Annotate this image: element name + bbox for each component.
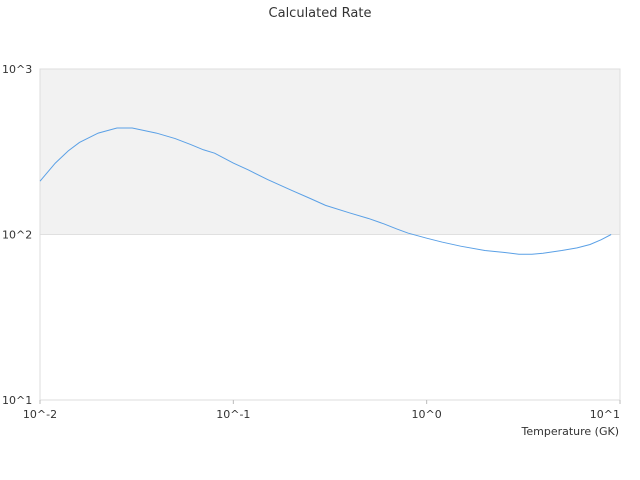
chart-title: Calculated Rate	[269, 6, 372, 21]
series-line	[39, 127, 612, 255]
plot-area	[39, 68, 621, 401]
y-tick-label: 10^2	[2, 229, 32, 242]
x-tick-label: 10^1	[590, 408, 620, 421]
x-tick-label: 10^-1	[216, 408, 250, 421]
ticks-layer: 10^1 10^2 10^3 10^-2 10^-1 10^0 10^1	[2, 63, 621, 421]
shaded-band	[40, 69, 620, 235]
x-axis-label: Temperature (GK)	[521, 425, 620, 438]
y-tick-label: 10^3	[2, 63, 32, 76]
x-tick-label: 10^0	[412, 408, 442, 421]
x-tick-label: 10^-2	[23, 408, 57, 421]
y-tick-label: 10^1	[2, 394, 32, 407]
